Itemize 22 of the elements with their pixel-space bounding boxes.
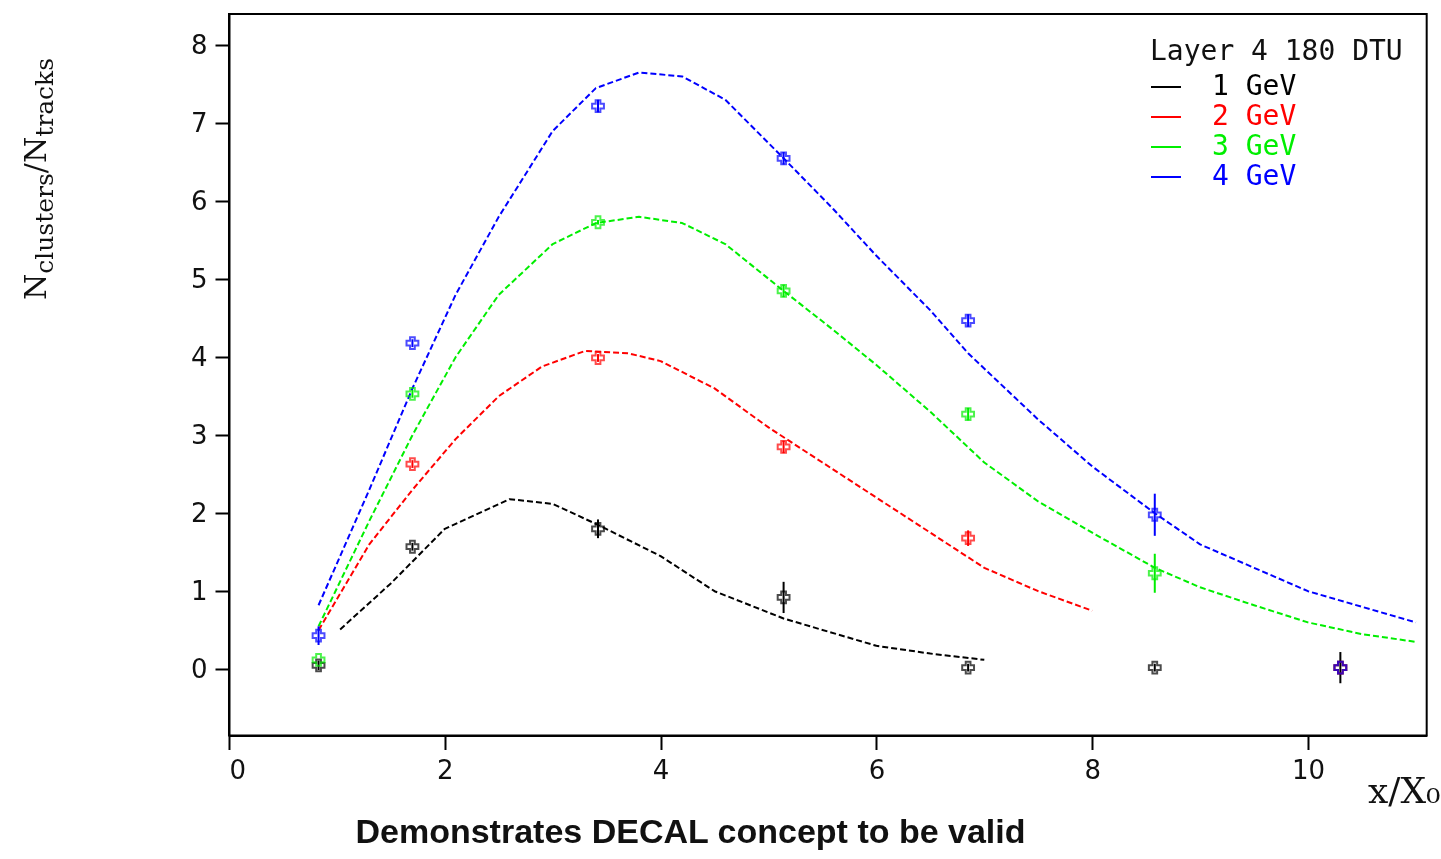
x-tick-label: 6 [868,755,886,785]
text: Demonstrates DECAL concept to be valid [354,812,1027,851]
legend-label: 3 GeV [1211,129,1297,162]
y-tick-label: 6 [190,185,208,216]
x-axis-title: x/X₀ [1368,770,1441,811]
y-tick-label: 1 [190,575,208,606]
x-tick-label: 0 [229,755,247,785]
legend-label: 4 GeV [1211,159,1297,192]
legend-label: 2 GeV [1211,99,1297,132]
y-tick-label: 0 [190,653,208,684]
x-tick-label: 8 [1084,755,1101,785]
y-tick-label: 8 [190,29,208,60]
x-tick-label: 2 [437,755,454,785]
legend-label: 1 GeV [1211,69,1297,102]
y-tick-label: 5 [190,263,208,294]
x-tick-label: 10 [1291,755,1326,785]
y-tick-label: 2 [190,497,208,528]
legend-title: Layer 4 180 DTU [1149,34,1403,67]
y-tick-label: 4 [190,341,208,372]
y-tick-label: 3 [190,419,208,450]
x-tick-label: 4 [652,755,670,785]
y-tick-label: 7 [190,107,208,138]
